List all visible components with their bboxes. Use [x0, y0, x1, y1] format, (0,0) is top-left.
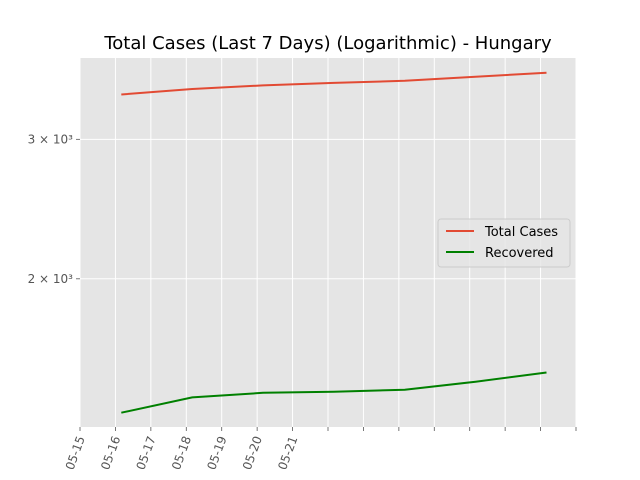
y-axis-ticks: 2 × 10³ 3 × 10³	[28, 132, 80, 286]
x-tick-label: 05-20	[240, 434, 265, 472]
x-tick-label: 05-15	[63, 434, 88, 472]
series-line-total-cases	[121, 71, 547, 96]
legend-label: Recovered	[485, 246, 554, 261]
chart-title: Total Cases (Last 7 Days) (Logarithmic) …	[103, 33, 552, 54]
legend-label: Total Cases	[484, 225, 558, 240]
series-layer	[121, 71, 547, 414]
y-tick-label: 3 × 10³	[28, 132, 74, 146]
legend: Total Cases Recovered	[437, 218, 571, 268]
x-tick-label: 05-21	[275, 434, 300, 472]
x-tick-label: 05-19	[204, 434, 229, 472]
series-line-recovered	[121, 371, 547, 414]
y-tick-label: 2 × 10³	[28, 272, 74, 286]
x-tick-label: 05-16	[98, 434, 123, 472]
x-tick-label: 05-17	[134, 434, 159, 472]
x-axis-ticks: 05-15 05-16 05-17 05-18 05-19 05-20 05-21	[63, 427, 577, 472]
x-tick-label: 05-18	[169, 434, 194, 472]
